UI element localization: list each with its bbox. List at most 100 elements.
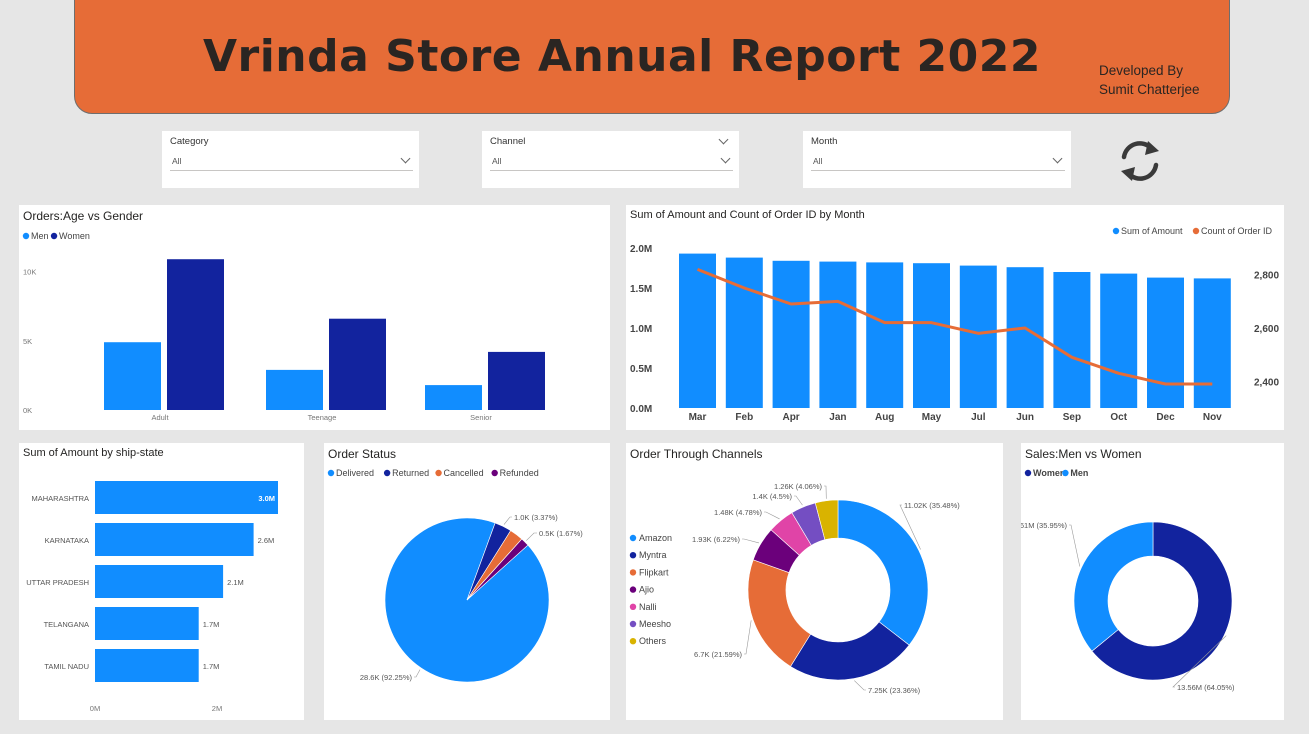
category-slicer[interactable]: Category All — [162, 131, 419, 188]
y-tick-label: 0.5M — [630, 364, 652, 375]
x-tick-label: 0M — [90, 704, 100, 713]
data-label: 28.6K (92.25%) — [360, 673, 413, 682]
legend-label: Men — [1070, 468, 1088, 478]
data-label: 1.93K (6.22%) — [692, 535, 740, 544]
y-tick-label: TELANGANA — [44, 620, 89, 629]
legend-marker — [630, 586, 636, 592]
bar-state — [95, 523, 254, 556]
data-label: 1.26K (4.06%) — [774, 482, 822, 491]
month-slicer-label: Month — [811, 136, 837, 147]
developer-label: Developed By — [1099, 61, 1200, 80]
y-tick-label: 1.0M — [630, 324, 652, 335]
bar-state — [95, 607, 199, 640]
x-tick-label: Apr — [782, 412, 799, 423]
legend-marker — [328, 470, 334, 476]
bar-women — [167, 259, 224, 410]
leader-line — [794, 496, 802, 505]
legend-label: Count of Order ID — [1201, 226, 1273, 236]
y-tick-label: 0.0M — [630, 404, 652, 415]
x-tick-label: Senior — [470, 413, 492, 422]
data-label: 1.48K (4.78%) — [714, 508, 762, 517]
y-tick-label: KARNATAKA — [45, 536, 89, 545]
x-tick-label: Teenage — [308, 413, 337, 422]
leader-line — [744, 620, 751, 654]
data-label: 6.7K (21.59%) — [694, 650, 742, 659]
legend-label: Flipkart — [639, 567, 669, 577]
x-tick-label: Aug — [875, 412, 894, 423]
x-tick-label: Jan — [829, 412, 846, 423]
legend-label: Returned — [392, 468, 429, 478]
order-status-card: Order Status Delivered Returned Cancelled R… — [324, 443, 610, 720]
month-slicer[interactable]: Month All — [803, 131, 1071, 188]
legend-label: Myntra — [639, 550, 667, 560]
legend-marker — [1193, 228, 1199, 234]
bar-amount — [1194, 278, 1231, 408]
chevron-down-icon[interactable] — [401, 154, 411, 164]
chevron-down-icon[interactable] — [1053, 154, 1063, 164]
bar-amount — [1147, 278, 1184, 408]
month-dropdown[interactable]: All — [811, 152, 1065, 171]
category-slicer-label: Category — [170, 136, 209, 147]
leader-line — [1069, 525, 1080, 566]
bar-men — [425, 385, 482, 410]
legend-marker — [435, 470, 441, 476]
month-card: Sum of Amount and Count of Order ID by M… — [626, 205, 1284, 430]
y-tick-label: TAMIL NADU — [44, 662, 89, 671]
age-gender-card: Orders:Age vs Gender Men Women 0K 5K 10K Adul… — [19, 205, 610, 430]
x-tick-label: Feb — [735, 412, 753, 423]
legend-marker — [1062, 470, 1068, 476]
developer-name: Sumit Chatterjee — [1099, 80, 1200, 99]
legend-label: Refunded — [500, 468, 539, 478]
refresh-icon[interactable] — [1112, 133, 1168, 189]
legend-label: Women — [1033, 468, 1065, 478]
data-label: 1.4K (4.5%) — [752, 492, 792, 501]
bar-state — [95, 565, 223, 598]
data-label: 7.25K (23.36%) — [868, 686, 921, 695]
x-tick-label: Mar — [689, 412, 707, 423]
data-label: 13.56M (64.05%) — [1177, 683, 1235, 692]
y2-tick-label: 2,800 — [1254, 271, 1279, 282]
channel-slicer-label: Channel — [490, 136, 525, 147]
x-tick-label: Jun — [1016, 412, 1034, 423]
chevron-down-icon[interactable] — [721, 154, 731, 164]
x-tick-label: Dec — [1156, 412, 1175, 423]
y-tick-label: 1.5M — [630, 284, 652, 295]
bar-men — [104, 342, 161, 410]
slice-amazon — [838, 500, 928, 645]
channel-dropdown[interactable]: All — [490, 152, 733, 171]
leader-line — [414, 670, 420, 677]
bar-state — [95, 481, 278, 514]
x-tick-label: Oct — [1110, 412, 1127, 423]
legend-marker — [491, 470, 497, 476]
y2-tick-label: 2,400 — [1254, 377, 1279, 388]
channel-slicer[interactable]: Channel All — [482, 131, 739, 188]
y-tick-label: MAHARASHTRA — [31, 494, 89, 503]
developer-credit: Developed By Sumit Chatterjee — [1099, 61, 1200, 99]
data-label: 7.61M (35.95%) — [1021, 521, 1067, 530]
y-tick-label: UTTAR PRADESH — [26, 578, 89, 587]
bar-amount — [960, 266, 997, 408]
bar-amount — [679, 254, 716, 408]
month-chart: Sum of Amount Count of Order ID 0.0M 0.5M 1.… — [626, 205, 1284, 430]
legend-marker — [384, 470, 390, 476]
page-title: Vrinda Store Annual Report 2022 — [75, 31, 1169, 82]
bar-amount — [819, 262, 856, 408]
age-gender-chart: Men Women 0K 5K 10K Adult Teenage Senior — [19, 205, 610, 430]
bar-women — [488, 352, 545, 410]
data-label: 1.7M — [203, 620, 220, 629]
data-label: 0.5K (1.67%) — [539, 529, 583, 538]
legend-marker — [23, 233, 29, 239]
legend-marker — [630, 621, 636, 627]
chevron-down-icon[interactable] — [719, 135, 729, 145]
bar-amount — [1100, 274, 1137, 408]
data-label: 1.7M — [203, 662, 220, 671]
data-label: 11.02K (35.48%) — [904, 501, 960, 510]
legend-label: Amazon — [639, 533, 672, 543]
legend-label: Men — [31, 231, 49, 241]
legend-marker — [630, 604, 636, 610]
y-tick-label: 10K — [23, 268, 36, 277]
category-dropdown[interactable]: All — [170, 152, 413, 171]
legend-label: Women — [59, 231, 90, 241]
legend-label: Nalli — [639, 602, 657, 612]
channels-chart: AmazonMyntraFlipkartAjioNalliMeeshoOther… — [626, 443, 1003, 720]
